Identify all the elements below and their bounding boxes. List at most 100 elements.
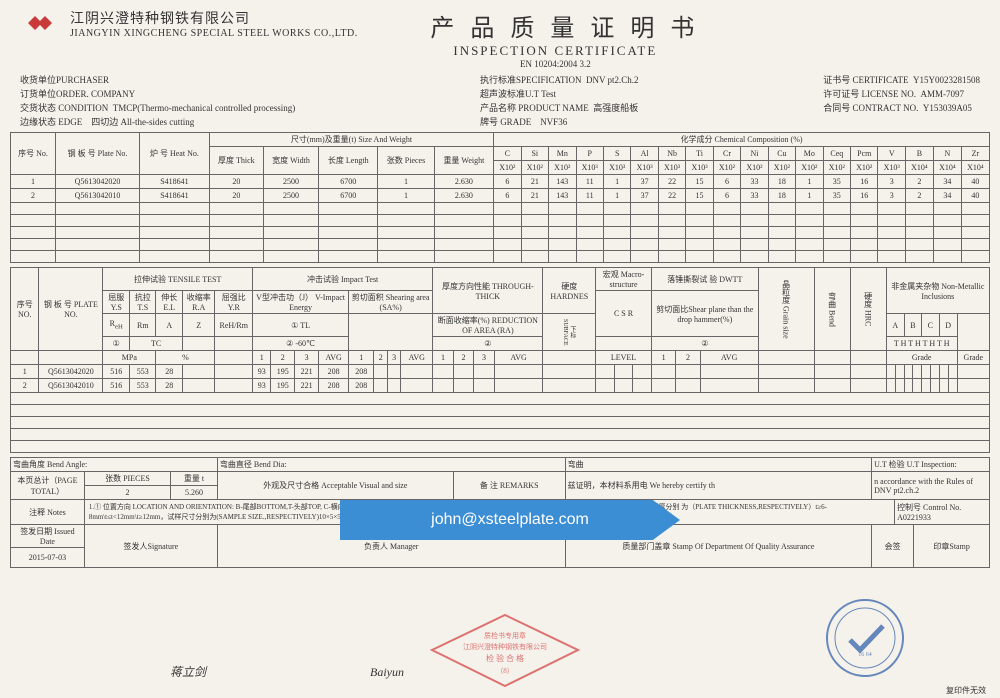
spec-value: DNV pt2.Ch.2 <box>586 75 639 85</box>
col2-nonmet: 非金属夹杂物 Non-Metallic Inclusions <box>886 268 989 314</box>
huiqian: 会签 <box>872 525 914 568</box>
visual: 外观及尺寸合格 Acceptable Visual and size <box>217 472 453 500</box>
signature-1: 蒋立剑 <box>170 663 206 680</box>
mult-11: X10² <box>796 161 823 175</box>
col-plate: 钢 板 号 Plate No. <box>56 133 140 175</box>
level: LEVEL <box>596 351 652 365</box>
company-name-cn: 江阴兴澄特种钢铁有限公司 <box>70 8 373 28</box>
col-seq: 序号 No. <box>11 133 56 175</box>
unit-mpa: MPa <box>103 351 156 365</box>
pieces-val: 2 <box>84 486 170 500</box>
blue-stamp: 16 64 <box>825 598 905 678</box>
col-t60: ② -60℃ <box>253 337 349 351</box>
col-circ3: ② <box>651 337 758 351</box>
license-value: AMM-7097 <box>921 89 965 99</box>
watermark-email: john@xsteelplate.com <box>340 500 680 540</box>
weight-val: 5.260 <box>171 486 218 500</box>
signature-2: Baiyun <box>370 665 404 680</box>
weight-label: 重量 t <box>171 472 218 486</box>
svg-text:质检书专用章: 质检书专用章 <box>484 631 526 640</box>
mult-2: X10² <box>549 161 576 175</box>
mult-15: X10⁴ <box>905 161 933 175</box>
col-rr: ReH/Rm <box>215 314 253 337</box>
el-ni: Ni <box>741 147 768 161</box>
doc-title-en: INSPECTION CERTIFICATE <box>373 43 737 59</box>
order-label: 订货单位ORDER. COMPANY <box>20 87 295 100</box>
col2-bend: 弯曲 Bend <box>814 268 850 351</box>
col-circ1: ① <box>103 337 130 351</box>
license-label: 许可证号 LICENSE NO. <box>823 89 916 99</box>
col-length: 长度 Length <box>319 147 378 175</box>
mult-16: X10⁴ <box>933 161 961 175</box>
remarks: 兹证明，本材料系用电 We hereby certify th <box>565 472 871 500</box>
el-n: N <box>933 147 961 161</box>
el-al: Al <box>631 147 658 161</box>
col-heat: 炉 号 Heat No. <box>140 133 210 175</box>
el-si: Si <box>521 147 548 161</box>
cert-label: 证书号 CERTIFICATE <box>823 75 908 85</box>
col2-impact: 冲击试验 Impact Test <box>253 268 433 291</box>
el-nb: Nb <box>658 147 685 161</box>
edge-value: 四切边 All-the-sides cutting <box>91 117 194 127</box>
table-row: 2Q5613042010S418641202500670012.63062114… <box>11 189 990 203</box>
col-width: 宽度 Width <box>263 147 318 175</box>
col-size: 尺寸(mm)及重量(t) Size And Weight <box>209 133 493 147</box>
issued-label: 签发日期 Issued Date <box>11 525 85 548</box>
accordance: n accordance with the Rules of DNV pt2.c… <box>872 472 990 500</box>
mult-7: X10³ <box>686 161 713 175</box>
grade2: Grade <box>886 351 957 365</box>
condition-value: TMCP(Thermo-mechanical controlled proces… <box>113 103 295 113</box>
mult-5: X10³ <box>631 161 658 175</box>
header: 江阴兴澄特种钢铁有限公司 JIANGYIN XINGCHENG SPECIAL … <box>0 0 1000 73</box>
mult-10: X10² <box>768 161 795 175</box>
control-label: 控制号 Control No. <box>897 503 961 512</box>
grade3: Grade <box>957 351 989 365</box>
el-ti: Ti <box>686 147 713 161</box>
col-ra: 收缩率 R.A <box>183 291 215 314</box>
company-name-en: JIANGYIN XINGCHENG SPECIAL STEEL WORKS C… <box>70 28 373 39</box>
mult-12: X10² <box>823 161 850 175</box>
el-b: B <box>905 147 933 161</box>
col-z: Z <box>183 314 215 337</box>
grade-label: 牌号 GRADE <box>480 117 531 127</box>
ut-insp: U.T 检验 U.T Inspection: <box>872 458 990 472</box>
avg2: AVG <box>401 351 433 365</box>
notes-label: 注释 Notes <box>11 500 85 525</box>
el-v: V <box>878 147 905 161</box>
el-cr: Cr <box>713 147 740 161</box>
col-reh: ReH <box>103 314 130 337</box>
el-zr: Zr <box>961 147 989 161</box>
col2-macro: 宏观 Macro-structure <box>596 268 652 291</box>
avg1: AVG <box>319 351 349 365</box>
mult-0: X10² <box>494 161 521 175</box>
stamp-footer: 印章Stamp <box>914 525 990 568</box>
chemical-table: 序号 No. 钢 板 号 Plate No. 炉 号 Heat No. 尺寸(m… <box>10 132 990 263</box>
col2-dwtt: 落锤撕裂试 验 DWTT <box>651 268 758 291</box>
mult-3: X10³ <box>576 161 603 175</box>
col-rm: Rm <box>130 314 156 337</box>
company-logo <box>20 8 60 38</box>
col-tc: TC <box>130 337 183 351</box>
col-el: 伸长 E.L <box>156 291 183 314</box>
col-abcd-b: B <box>904 314 921 337</box>
issued-date: 2015-07-03 <box>11 548 85 568</box>
spec-info: 收货单位PURCHASER 订货单位ORDER. COMPANY 交货状态 CO… <box>0 73 1000 128</box>
col-thick: 厚度 Thick <box>209 147 263 175</box>
el-c: C <box>494 147 521 161</box>
table-row: 1Q56130420205165532893195221208208 <box>11 365 990 379</box>
contract-label: 合同号 CONTRACT NO. <box>823 103 918 113</box>
bend-angle: 弯曲角度 Bend Angle: <box>11 458 218 472</box>
el-p: P <box>576 147 603 161</box>
col2-hard: 硬度 HARDNES <box>543 268 596 314</box>
col2-grain: 晶粒度 Grain size <box>758 268 814 351</box>
sig-label: 签发人Signature <box>84 525 217 568</box>
col-sub: 下标 SUBFACE <box>543 314 596 351</box>
mult-6: X10³ <box>658 161 685 175</box>
el-ceq: Ceq <box>823 147 850 161</box>
col-a: A <box>156 314 183 337</box>
col-shear: 剪切面积 Shearing area (SA%) <box>349 291 433 314</box>
standard-ref: EN 10204:2004 3.2 <box>373 59 737 69</box>
mult-1: X10² <box>521 161 548 175</box>
pieces-label: 张数 PIECES <box>84 472 170 486</box>
col-ys: 屈服 Y.S <box>103 291 130 314</box>
